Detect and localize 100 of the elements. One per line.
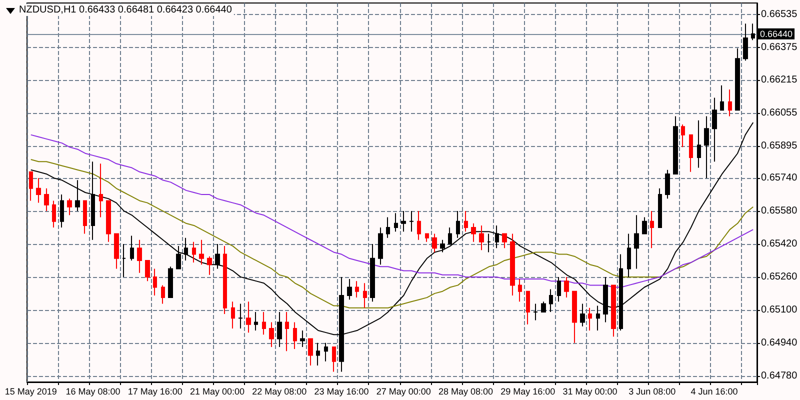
x-tick-label: 16 May 08:00 [66, 386, 120, 396]
candlestick [75, 180, 80, 212]
candlestick [689, 134, 693, 172]
candlestick [52, 200, 56, 228]
candlestick [207, 256, 212, 276]
y-tick-label: 0.65420 [761, 238, 798, 250]
candlestick [712, 97, 717, 162]
x-tick-label: 21 May 00:00 [190, 386, 245, 396]
candlestick [603, 276, 608, 323]
candlestick [246, 301, 251, 334]
x-tick-label: 3 Jun 08:00 [628, 386, 676, 396]
candlestick [720, 84, 724, 111]
x-tick-label: 23 May 16:00 [314, 386, 369, 396]
candlestick [332, 346, 336, 372]
candlestick [145, 260, 150, 282]
y-tick-label: 0.65100 [761, 304, 798, 316]
candlestick [658, 188, 662, 228]
chart-title: NZDUSD,H1 0.66433 0.66481 0.66423 0.66440 [19, 4, 232, 16]
candlestick [456, 210, 460, 238]
candlestick [518, 278, 522, 302]
candlestick [417, 210, 421, 240]
candlestick [588, 307, 592, 332]
candlestick [728, 89, 732, 117]
x-tick-label: 17 May 16:00 [128, 386, 182, 396]
y-tick-label: 0.64940 [761, 337, 798, 348]
candlestick [269, 322, 274, 348]
x-tick-label: 31 May 00:00 [562, 386, 618, 396]
x-tick-label: 22 May 08:00 [252, 386, 307, 396]
y-tick-label: 0.64780 [761, 370, 798, 382]
y-tick-label: 0.66215 [761, 74, 798, 86]
y-tick-label: 0.65740 [761, 172, 798, 184]
candlestick [704, 116, 709, 179]
candlestick [681, 124, 685, 148]
candlestick [502, 233, 507, 249]
candlestick [432, 233, 437, 253]
candlestick [440, 239, 445, 253]
candlestick [425, 233, 429, 242]
y-tick-label: 0.66055 [761, 108, 798, 119]
candlestick [394, 212, 398, 232]
candlestick [479, 224, 484, 251]
candlestick [409, 210, 414, 232]
line-series [30, 159, 754, 308]
candlestick [262, 311, 266, 336]
candlestick [549, 288, 553, 312]
candlestick [564, 276, 569, 298]
candlestick [254, 311, 258, 332]
candlestick [293, 322, 297, 350]
candlestick [673, 116, 678, 174]
candlestick [634, 214, 639, 270]
candlestick [363, 282, 367, 308]
candlestick [533, 303, 538, 321]
candlestick [29, 171, 33, 202]
candlestick [114, 233, 119, 270]
y-tick-label: 0.66375 [761, 42, 798, 53]
line-series [30, 134, 754, 288]
candlestick [277, 311, 282, 348]
candlestick [44, 188, 49, 212]
x-tick-label: 28 May 08:00 [438, 386, 494, 396]
y-tick-label: 0.66535 [761, 8, 798, 20]
candlestick [106, 200, 111, 242]
candlestick [611, 284, 616, 338]
y-tick-label: 0.65260 [761, 271, 798, 282]
candlestick [215, 243, 220, 270]
candlestick [572, 290, 577, 344]
candlestick [347, 278, 352, 300]
candlestick [161, 284, 165, 304]
x-tick-label: 15 May 2019 [4, 386, 57, 396]
candlestick [184, 237, 188, 261]
candlestick [192, 241, 196, 264]
candlestick [83, 200, 87, 234]
candlestick [386, 216, 390, 238]
candlestick [642, 216, 647, 234]
candlestick [99, 163, 103, 218]
x-tick-label: 27 May 00:00 [376, 386, 431, 396]
candlestick [401, 210, 406, 232]
candlestick [665, 169, 670, 200]
candlestick [471, 222, 476, 242]
candlestick [176, 246, 181, 270]
candlestick [238, 303, 243, 329]
candlestick [231, 301, 235, 329]
candlestick [285, 311, 289, 352]
candlestick [650, 210, 654, 249]
candlestick [122, 243, 126, 278]
candlestick [370, 243, 375, 302]
candlestick [308, 338, 313, 366]
y-tick-label: 0.65895 [761, 140, 798, 152]
candlestick [619, 254, 623, 332]
candlestick [526, 290, 530, 325]
candlestick [137, 239, 142, 274]
candlestick [751, 23, 755, 41]
candlestick [743, 23, 748, 62]
candlestick [495, 224, 499, 249]
candlestick [91, 161, 95, 240]
candlestick [510, 233, 515, 296]
candlestick [130, 235, 134, 261]
candlestick [67, 198, 72, 216]
candlestick [557, 276, 561, 302]
candlestick [464, 210, 468, 232]
candlestick [199, 239, 204, 266]
candlestick [541, 301, 546, 312]
